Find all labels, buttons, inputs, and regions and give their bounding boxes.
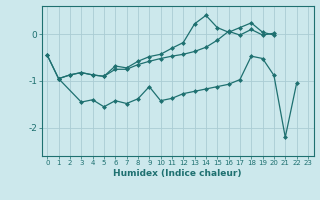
- X-axis label: Humidex (Indice chaleur): Humidex (Indice chaleur): [113, 169, 242, 178]
